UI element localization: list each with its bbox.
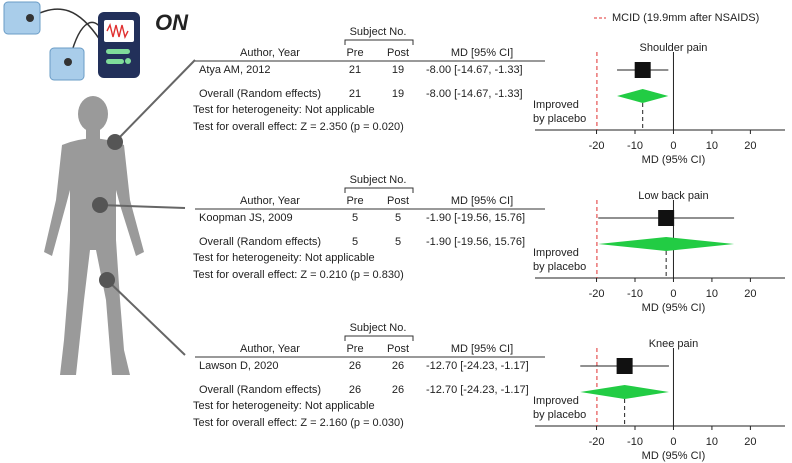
row-post: 26 (392, 360, 404, 372)
effect-test: Test for overall effect: Z = 2.160 (p = … (193, 417, 404, 429)
annotation: by placebo (533, 409, 586, 421)
header-bracket (344, 335, 414, 341)
on-label: ON (155, 10, 189, 35)
overall-diamond (598, 237, 735, 251)
overall-diamond (580, 385, 669, 399)
row-post: 26 (392, 384, 404, 396)
heterogeneity: Test for heterogeneity: Not applicable (193, 252, 375, 264)
study-square (616, 358, 633, 374)
row-post: 5 (395, 236, 401, 248)
row-name: Atya AM, 2012 (199, 64, 271, 76)
x-tick-label: -20 (589, 140, 605, 152)
col-header: Pre (346, 343, 363, 355)
row-pre: 5 (352, 212, 358, 224)
study-square (634, 62, 651, 78)
row-post: 19 (392, 88, 404, 100)
effect-test: Test for overall effect: Z = 2.350 (p = … (193, 121, 404, 133)
annotation: by placebo (533, 261, 586, 273)
row-post: 19 (392, 64, 404, 76)
overall-diamond (617, 89, 669, 103)
row-md: -1.90 [-19.56, 15.76] (426, 236, 525, 248)
row-pre: 5 (352, 236, 358, 248)
annotation: by placebo (533, 113, 586, 125)
pointer-lines (99, 59, 196, 356)
annotation: Improved (533, 395, 579, 407)
annotation: Improved (533, 99, 579, 111)
row-md: -12.70 [-24.23, -1.17] (426, 360, 529, 372)
x-axis-label: MD (95% CI) (642, 154, 706, 166)
x-tick-label: 10 (706, 140, 718, 152)
x-tick-label: -10 (627, 140, 643, 152)
effect-test: Test for overall effect: Z = 0.210 (p = … (193, 269, 404, 281)
col-header: Post (387, 47, 409, 59)
row-md: -8.00 [-14.67, -1.33] (426, 88, 523, 100)
tens-device-icon (3, 1, 140, 81)
col-header: MD [95% CI] (451, 47, 513, 59)
col-header: Subject No. (350, 174, 407, 186)
x-axis-label: MD (95% CI) (642, 450, 706, 462)
plot-title: Low back pain (638, 190, 708, 202)
col-header: Post (387, 195, 409, 207)
x-tick-label: 20 (744, 436, 756, 448)
col-header: MD [95% CI] (451, 343, 513, 355)
body-silhouette (44, 96, 144, 375)
x-tick-label: 0 (670, 288, 676, 300)
row-md: -8.00 [-14.67, -1.33] (426, 64, 523, 76)
row-pre: 21 (349, 64, 361, 76)
plot-title: Knee pain (649, 338, 699, 350)
x-tick-label: 10 (706, 436, 718, 448)
study-square (658, 210, 675, 226)
row-name: Koopman JS, 2009 (199, 212, 293, 224)
col-header: Author, Year (240, 195, 300, 207)
x-tick-label: 20 (744, 140, 756, 152)
annotation: Improved (533, 247, 579, 259)
row-pre: 26 (349, 360, 361, 372)
pain-site-dots (92, 134, 123, 288)
legend-label: MCID (19.9mm after NSAIDS) (612, 12, 759, 24)
col-header: Pre (346, 195, 363, 207)
col-header: Pre (346, 47, 363, 59)
row-name: Overall (Random effects) (199, 384, 321, 396)
heterogeneity: Test for heterogeneity: Not applicable (193, 104, 375, 116)
x-tick-label: 0 (670, 436, 676, 448)
plot-title: Shoulder pain (640, 42, 708, 54)
row-name: Overall (Random effects) (199, 236, 321, 248)
col-header: MD [95% CI] (451, 195, 513, 207)
header-bracket (344, 39, 414, 45)
row-post: 5 (395, 212, 401, 224)
x-tick-label: 10 (706, 288, 718, 300)
row-md: -12.70 [-24.23, -1.17] (426, 384, 529, 396)
col-header: Post (387, 343, 409, 355)
row-md: -1.90 [-19.56, 15.76] (426, 212, 525, 224)
x-tick-label: 20 (744, 288, 756, 300)
col-header: Subject No. (350, 322, 407, 334)
row-name: Overall (Random effects) (199, 88, 321, 100)
x-tick-label: -20 (589, 436, 605, 448)
x-axis-label: MD (95% CI) (642, 302, 706, 314)
x-tick-label: -10 (627, 436, 643, 448)
x-tick-label: -10 (627, 288, 643, 300)
row-name: Lawson D, 2020 (199, 360, 279, 372)
col-header: Author, Year (240, 47, 300, 59)
x-tick-label: 0 (670, 140, 676, 152)
heterogeneity: Test for heterogeneity: Not applicable (193, 400, 375, 412)
col-header: Author, Year (240, 343, 300, 355)
col-header: Subject No. (350, 26, 407, 38)
header-bracket (344, 187, 414, 193)
row-pre: 26 (349, 384, 361, 396)
x-tick-label: -20 (589, 288, 605, 300)
row-pre: 21 (349, 88, 361, 100)
